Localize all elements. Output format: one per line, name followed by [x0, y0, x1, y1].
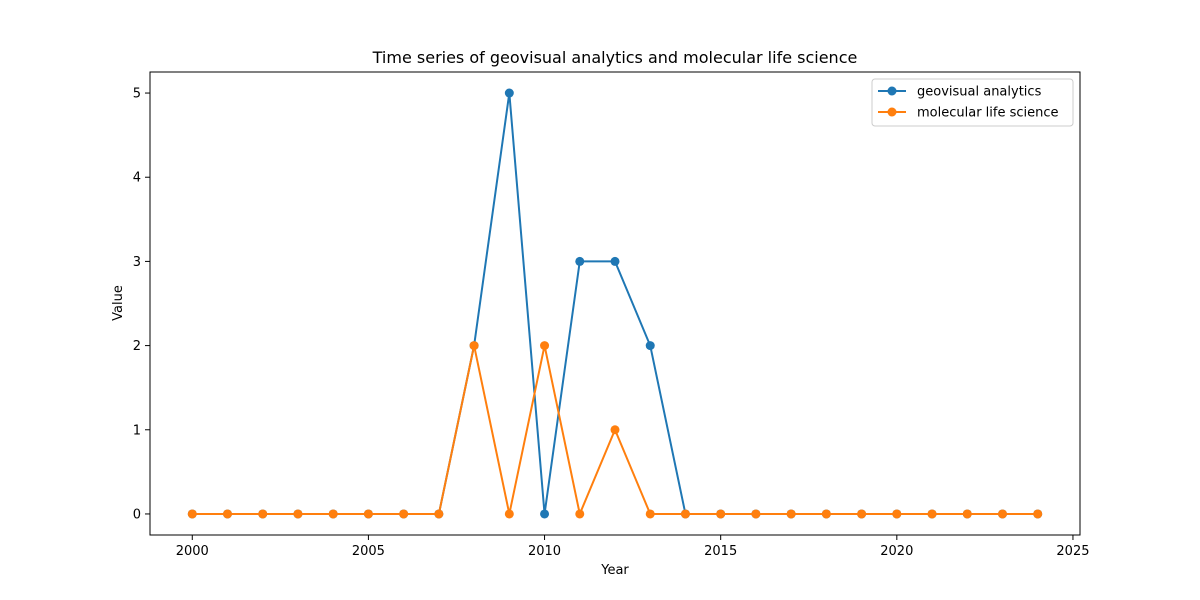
data-point-series-2 [540, 341, 550, 351]
data-point-series-2 [399, 509, 409, 519]
legend-label-1: geovisual analytics [917, 85, 1042, 100]
data-point-series-2 [610, 425, 620, 435]
x-tick-label: 2020 [880, 544, 913, 559]
data-point-series-2 [821, 509, 831, 519]
data-point-series-2 [857, 509, 867, 519]
data-point-series-1 [504, 88, 514, 98]
y-tick-label: 4 [133, 171, 141, 186]
axes: 2000 2005 2010 2015 2020 2025 0 1 2 3 4 5 [133, 71, 1090, 559]
legend-marker-2 [887, 107, 897, 117]
x-tick-label: 2025 [1056, 544, 1089, 559]
data-point-series-2 [892, 509, 902, 519]
data-point-series-2 [751, 509, 761, 519]
data-point-series-2 [187, 509, 197, 519]
data-point-series-1 [645, 341, 655, 351]
legend-marker-1 [887, 86, 897, 96]
data-point-series-2 [469, 341, 479, 351]
y-tick-label: 3 [133, 255, 141, 270]
legend-box [871, 78, 1074, 127]
data-point-series-1 [575, 256, 585, 266]
legend: geovisual analytics molecular life scienc… [871, 78, 1074, 127]
x-axis-label: Year [600, 563, 629, 578]
data-point-series-2 [1033, 509, 1043, 519]
series-line-1 [191, 92, 1039, 515]
y-tick-label: 0 [133, 507, 141, 522]
data-point-series-2 [293, 509, 303, 519]
x-tick-label: 2000 [176, 544, 209, 559]
data-point-series-2 [927, 509, 937, 519]
x-tick-label: 2010 [528, 544, 561, 559]
data-point-series-2 [716, 509, 726, 519]
legend-label-2: molecular life science [917, 106, 1059, 121]
data-point-series-2 [680, 509, 690, 519]
data-point-series-2 [363, 509, 373, 519]
data-point-series-1 [540, 509, 550, 519]
data-point-series-2 [645, 509, 655, 519]
y-axis-label: Value [111, 285, 126, 321]
x-tick-label: 2005 [352, 544, 385, 559]
data-point-series-2 [223, 509, 232, 519]
y-tick-label: 2 [133, 339, 141, 354]
data-point-series-2 [575, 509, 585, 519]
x-tick-label: 2015 [704, 544, 737, 559]
y-tick-label: 5 [133, 87, 141, 102]
data-point-series-2 [434, 509, 444, 519]
chart-title: Time series of geovisual analytics and m… [372, 48, 858, 67]
data-point-series-2 [786, 509, 796, 519]
data-point-series-2 [504, 509, 514, 519]
data-point-series-2 [328, 509, 338, 519]
data-point-series-2 [998, 509, 1007, 519]
axes-frame [149, 71, 1081, 536]
plot-area [187, 88, 1043, 519]
y-tick-label: 1 [133, 423, 141, 438]
data-point-series-1 [610, 256, 620, 266]
data-point-series-2 [258, 509, 268, 519]
data-point-series-2 [962, 509, 972, 519]
